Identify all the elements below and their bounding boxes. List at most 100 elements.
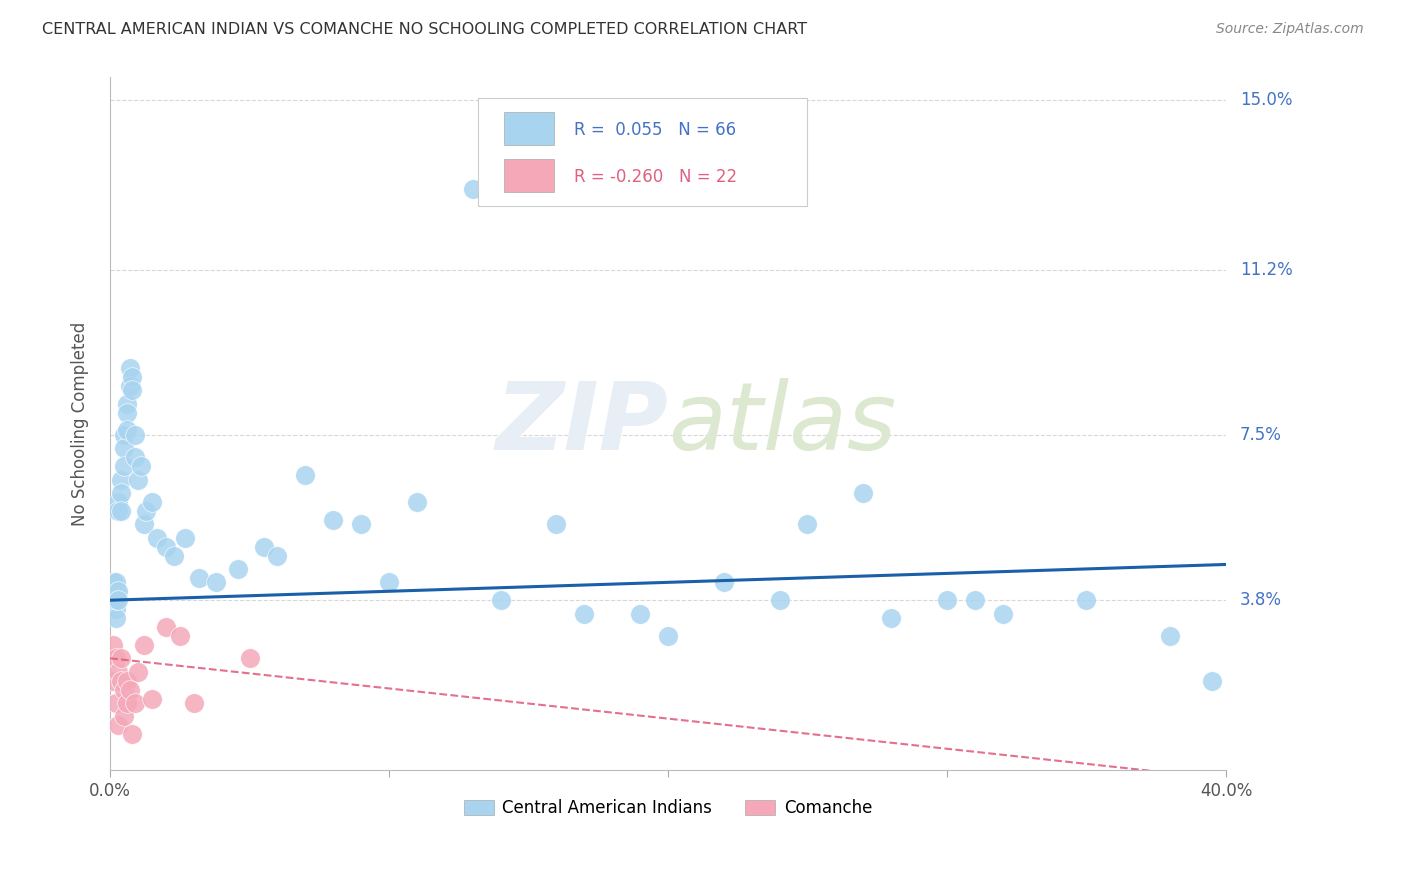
Point — [169, 629, 191, 643]
Text: R =  0.055   N = 66: R = 0.055 N = 66 — [574, 120, 737, 139]
Point — [713, 575, 735, 590]
Point — [132, 638, 155, 652]
Point — [127, 665, 149, 679]
Point — [104, 575, 127, 590]
Point — [104, 651, 127, 665]
Point — [124, 696, 146, 710]
Point — [115, 405, 138, 419]
Point — [155, 540, 177, 554]
Point — [107, 504, 129, 518]
Point — [880, 611, 903, 625]
Point — [118, 682, 141, 697]
Point — [115, 696, 138, 710]
Text: atlas: atlas — [668, 378, 896, 469]
Point — [101, 638, 124, 652]
Y-axis label: No Schooling Completed: No Schooling Completed — [72, 322, 89, 526]
Point — [322, 513, 344, 527]
Text: R = -0.260   N = 22: R = -0.260 N = 22 — [574, 168, 737, 186]
Point — [110, 651, 132, 665]
Point — [238, 651, 260, 665]
Point — [107, 665, 129, 679]
Point — [110, 504, 132, 518]
Point — [183, 696, 205, 710]
Point — [1076, 593, 1098, 607]
FancyBboxPatch shape — [503, 159, 554, 193]
Point — [574, 607, 596, 621]
Point — [294, 468, 316, 483]
Point — [101, 584, 124, 599]
Point — [205, 575, 228, 590]
Point — [107, 495, 129, 509]
Point — [101, 602, 124, 616]
Point — [228, 562, 250, 576]
Point — [1201, 673, 1223, 688]
Text: 15.0%: 15.0% — [1240, 91, 1292, 109]
Point — [252, 540, 274, 554]
Point — [110, 486, 132, 500]
Point — [112, 428, 135, 442]
Point — [110, 473, 132, 487]
Point — [104, 593, 127, 607]
Point — [657, 629, 679, 643]
Text: 11.2%: 11.2% — [1240, 260, 1292, 278]
Point — [129, 459, 152, 474]
Point — [141, 691, 163, 706]
Point — [101, 593, 124, 607]
Point — [112, 682, 135, 697]
Text: ZIP: ZIP — [495, 377, 668, 470]
Point — [135, 504, 157, 518]
Point — [936, 593, 959, 607]
Point — [112, 442, 135, 456]
Point — [107, 718, 129, 732]
Text: 7.5%: 7.5% — [1240, 425, 1282, 444]
Point — [155, 620, 177, 634]
Point — [796, 517, 818, 532]
Point — [350, 517, 373, 532]
Point — [163, 549, 186, 563]
Point — [118, 378, 141, 392]
Point — [132, 517, 155, 532]
Point — [489, 593, 512, 607]
Legend: Central American Indians, Comanche: Central American Indians, Comanche — [457, 793, 879, 824]
Text: 3.8%: 3.8% — [1240, 591, 1282, 609]
Point — [461, 182, 484, 196]
Point — [141, 495, 163, 509]
Point — [121, 383, 143, 397]
Point — [104, 611, 127, 625]
Point — [146, 531, 169, 545]
Text: CENTRAL AMERICAN INDIAN VS COMANCHE NO SCHOOLING COMPLETED CORRELATION CHART: CENTRAL AMERICAN INDIAN VS COMANCHE NO S… — [42, 22, 807, 37]
Point — [112, 459, 135, 474]
Point — [104, 602, 127, 616]
Point — [101, 673, 124, 688]
Point — [115, 673, 138, 688]
Point — [124, 450, 146, 465]
Point — [107, 593, 129, 607]
FancyBboxPatch shape — [503, 112, 554, 145]
Point — [101, 593, 124, 607]
Point — [188, 571, 211, 585]
Point — [121, 727, 143, 741]
Point — [127, 473, 149, 487]
Point — [628, 607, 651, 621]
Point — [266, 549, 288, 563]
Point — [104, 696, 127, 710]
Point — [115, 424, 138, 438]
Point — [115, 396, 138, 410]
Point — [546, 517, 568, 532]
Point — [378, 575, 401, 590]
Point — [991, 607, 1014, 621]
Point — [121, 369, 143, 384]
Point — [124, 428, 146, 442]
Point — [101, 575, 124, 590]
Point — [107, 584, 129, 599]
Point — [768, 593, 790, 607]
Point — [104, 584, 127, 599]
Point — [104, 593, 127, 607]
Point — [963, 593, 986, 607]
Point — [110, 673, 132, 688]
Point — [406, 495, 429, 509]
Text: Source: ZipAtlas.com: Source: ZipAtlas.com — [1216, 22, 1364, 37]
FancyBboxPatch shape — [478, 98, 807, 205]
Point — [118, 360, 141, 375]
Point — [852, 486, 875, 500]
